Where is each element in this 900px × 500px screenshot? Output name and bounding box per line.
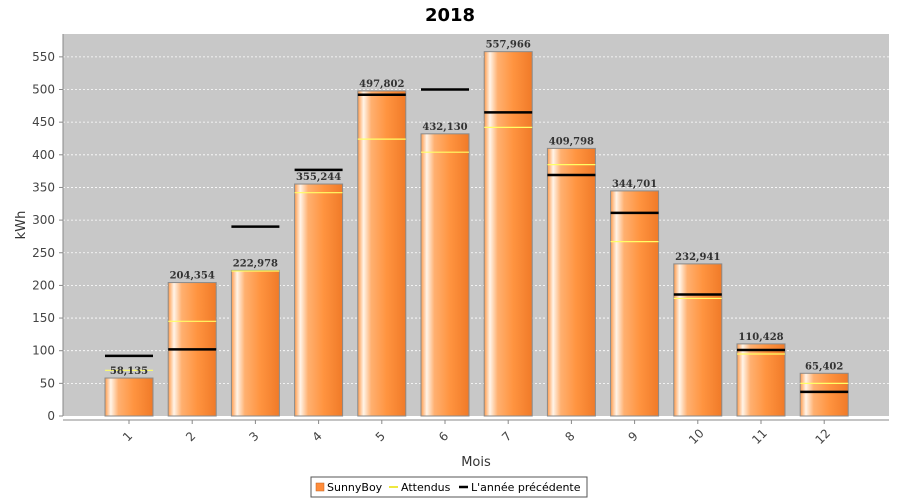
x-tick-label: 6 <box>436 429 451 444</box>
y-tick-label: 550 <box>32 50 55 64</box>
x-tick-label: 10 <box>686 426 707 447</box>
bar <box>673 263 723 417</box>
x-tick-label: 3 <box>246 429 261 444</box>
markers <box>105 88 849 394</box>
y-tick-label: 0 <box>47 409 55 423</box>
chart-title: 2018 <box>425 5 475 26</box>
data-label: 344,701 <box>612 179 657 190</box>
x-tick-label: 2 <box>183 429 198 444</box>
y-tick-label: 300 <box>32 213 55 227</box>
y-tick-label: 100 <box>32 344 55 358</box>
bar <box>230 269 280 417</box>
y-tick-label: 450 <box>32 115 55 129</box>
legend-label-sunnyboy: SunnyBoy <box>327 481 383 494</box>
x-tick-label: 1 <box>120 429 135 444</box>
y-tick-label: 350 <box>32 180 55 194</box>
data-labels: 58,135 204,354 222,978 355,244 497,802 432,13… <box>110 40 844 377</box>
x-tick-label: 12 <box>812 426 833 447</box>
data-label: 409,798 <box>549 136 594 147</box>
y-tick-label: 250 <box>32 246 55 260</box>
x-axis: 1 2 3 4 5 6 7 8 9 10 11 12 <box>63 419 889 447</box>
x-tick-label: 9 <box>626 429 641 444</box>
bar <box>736 343 786 417</box>
data-label: 58,135 <box>110 366 148 377</box>
y-tick-label: 200 <box>32 278 55 292</box>
legend-label-annee-precedente: L'année précédente <box>471 481 581 494</box>
data-label: 222,978 <box>233 258 278 269</box>
y-axis: 0 50 100 150 200 250 300 350 400 450 500 550 <box>32 34 64 423</box>
bar <box>420 133 470 417</box>
legend-label-attendus: Attendus <box>401 481 451 494</box>
bars <box>104 51 849 417</box>
legend-box <box>310 476 588 498</box>
legend: SunnyBoy Attendus L'année précédente <box>310 476 588 498</box>
bar <box>104 377 154 417</box>
data-label: 432,130 <box>422 122 467 133</box>
bar <box>357 90 407 417</box>
x-tick-label: 11 <box>749 426 770 447</box>
data-label: 65,402 <box>805 361 843 372</box>
y-tick-label: 500 <box>32 83 55 97</box>
bar <box>294 183 344 417</box>
data-label: 497,802 <box>359 79 404 90</box>
data-label: 355,244 <box>296 172 341 183</box>
x-tick-label: 4 <box>310 429 325 444</box>
x-tick-label: 5 <box>373 429 388 444</box>
data-label: 232,941 <box>675 252 720 263</box>
legend-swatch-sunnyboy <box>315 482 325 492</box>
x-tick-label: 8 <box>562 429 577 444</box>
data-label: 557,966 <box>486 40 531 51</box>
y-tick-label: 150 <box>32 311 55 325</box>
y-tick-label: 50 <box>40 376 55 390</box>
x-axis-label: Mois <box>461 455 491 470</box>
bar <box>483 51 533 417</box>
y-axis-label: kWh <box>14 211 29 240</box>
bar <box>799 372 849 417</box>
bar <box>610 190 660 417</box>
data-label: 204,354 <box>170 271 215 282</box>
bar <box>546 147 596 417</box>
data-label: 110,428 <box>738 332 783 343</box>
x-tick-label: 7 <box>499 429 514 444</box>
y-tick-label: 400 <box>32 148 55 162</box>
